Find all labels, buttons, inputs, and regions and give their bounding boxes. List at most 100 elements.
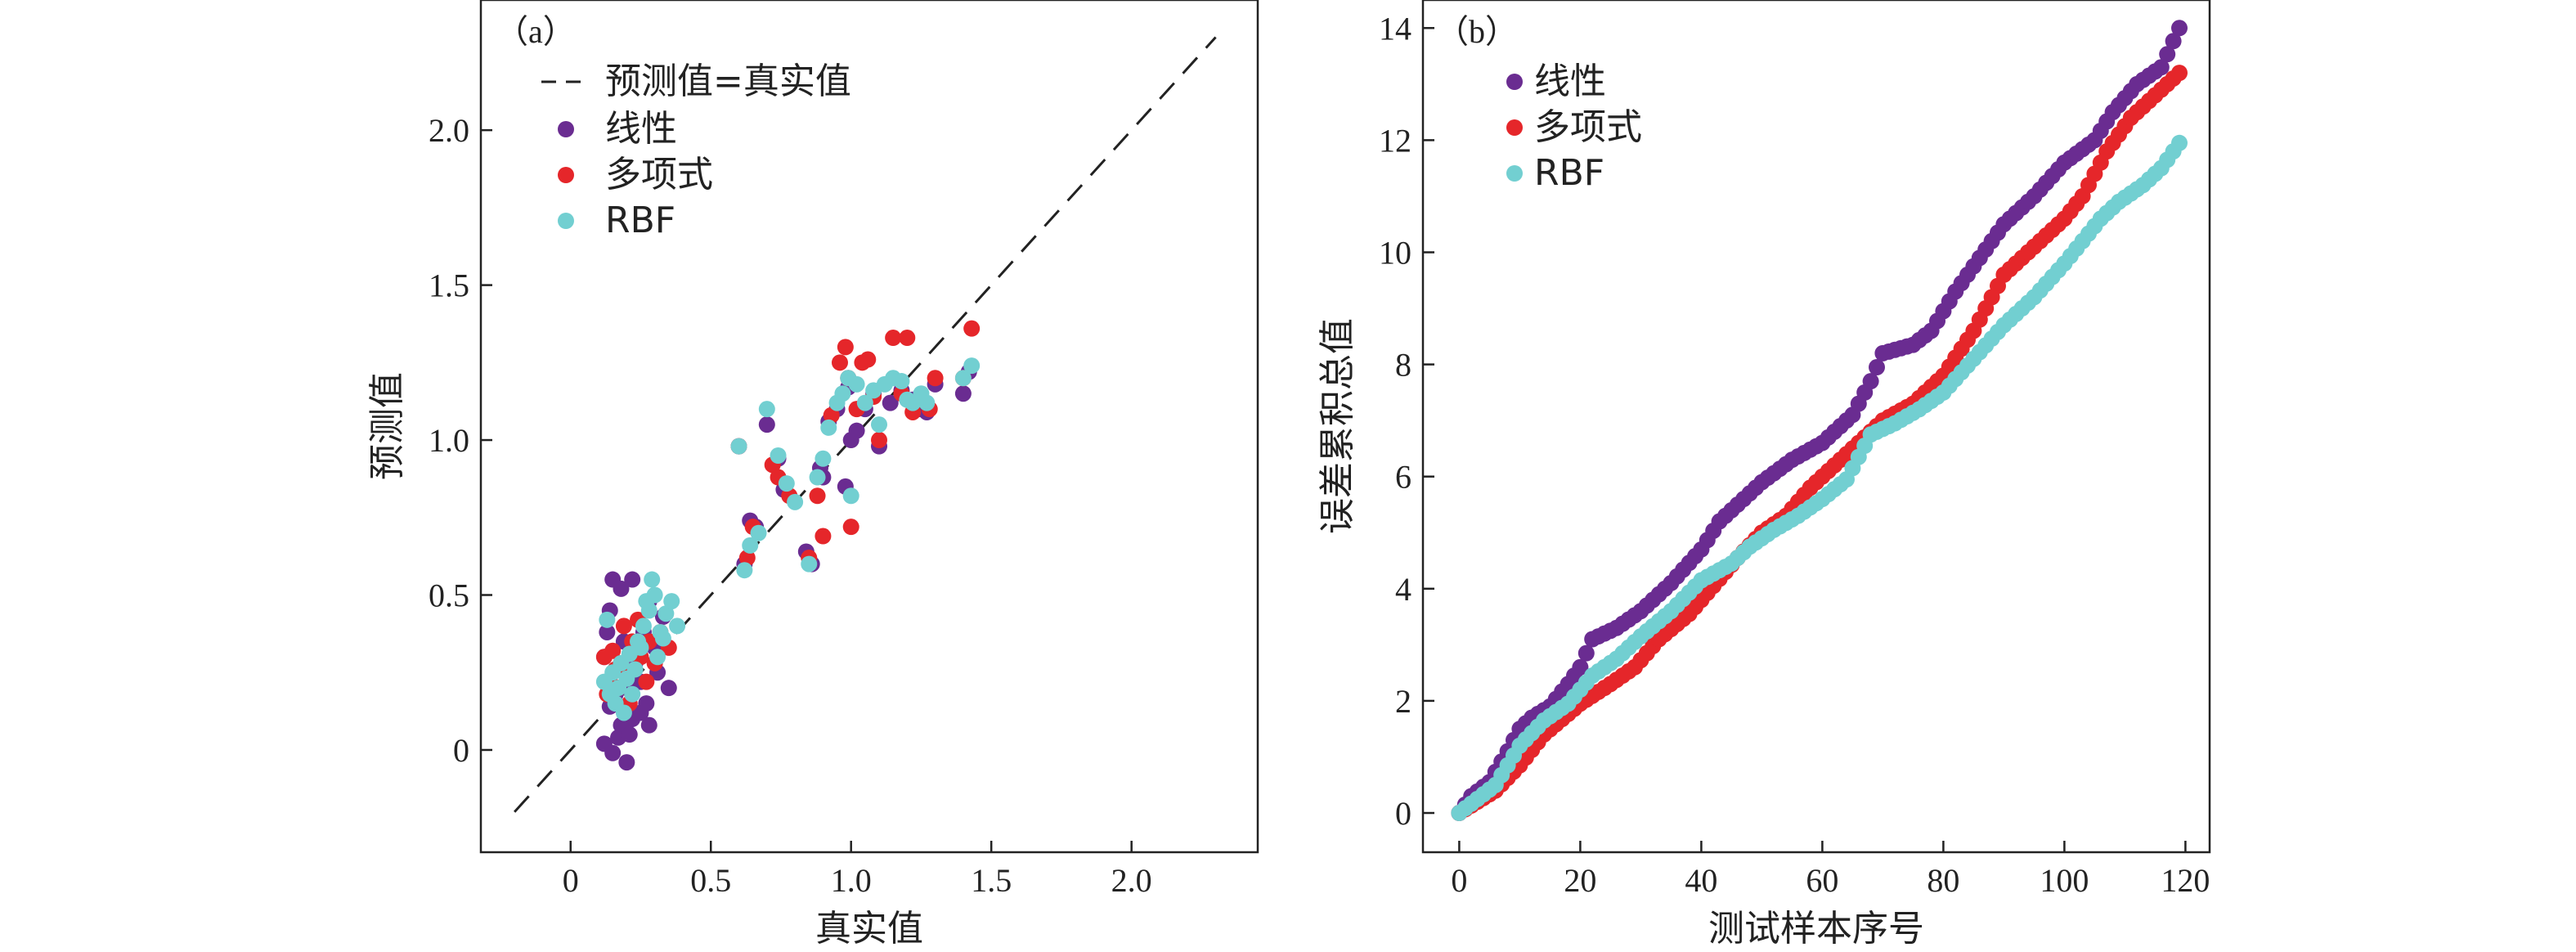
- x-tick-label: 60: [1806, 862, 1838, 899]
- data-point-rbf: [624, 685, 641, 703]
- data-point-linear: [1577, 644, 1595, 662]
- data-point-polynomial: [809, 487, 826, 505]
- data-point-rbf: [848, 375, 865, 393]
- panel-a-ticks: 0 0.5 1.0 1.5 2.0 0 0.5 1.0 1.5 2.0: [429, 112, 1152, 899]
- panel-b-ylabel: 误差累积总值: [1317, 318, 1358, 534]
- data-point-rbf: [2171, 134, 2188, 151]
- legend-linear-label: 线性: [1534, 61, 1606, 102]
- data-point-linear: [2165, 33, 2182, 50]
- panel-a-ylabel: 预测值: [366, 372, 408, 480]
- data-point-polynomial: [871, 432, 888, 449]
- data-point-polynomial: [837, 339, 854, 356]
- y-tick-label: 8: [1395, 347, 1411, 384]
- data-point-linear: [1862, 373, 1879, 390]
- panel-a-frame: [479, 0, 1259, 854]
- data-point-linear: [882, 394, 899, 411]
- data-point-rbf: [834, 385, 851, 402]
- data-point-rbf: [742, 537, 759, 554]
- data-point-rbf: [626, 661, 644, 678]
- data-point-polynomial: [899, 330, 916, 347]
- data-point-polynomial: [885, 330, 902, 347]
- data-point-polynomial: [963, 320, 981, 337]
- data-point-rbf: [730, 438, 747, 455]
- data-point-rbf: [649, 649, 666, 666]
- data-point-linear: [621, 726, 638, 743]
- panel-a-label: （a）: [496, 13, 576, 50]
- data-point-polynomial: [823, 406, 840, 424]
- data-point-rbf: [736, 562, 753, 579]
- x-tick-label: 0: [563, 862, 579, 899]
- data-point-linear: [2159, 46, 2176, 63]
- data-point-rbf: [663, 593, 680, 610]
- x-tick-label: 100: [2040, 862, 2089, 899]
- y-tick-label: 12: [1379, 122, 1411, 159]
- panel-b-legend: 线性 多项式 RBF: [1506, 61, 1642, 194]
- panel-b-scatter: 0 20 40 60 80 100 120 0 2 4 6 8 10 12 14 （b） 线性 多项式 RB…: [1317, 0, 2211, 950]
- data-point-rbf: [615, 704, 632, 721]
- y-tick-label: 2.0: [429, 112, 469, 149]
- data-point-rbf: [809, 469, 826, 486]
- data-point-rbf: [770, 447, 787, 464]
- legend-rbf-marker: [558, 213, 574, 229]
- data-point-linear: [2152, 59, 2170, 76]
- legend-linear-marker: [1506, 74, 1523, 90]
- y-tick-label: 1.5: [429, 267, 469, 304]
- panel-b-xlabel: 测试样本序号: [1708, 908, 1924, 950]
- data-point-linear: [618, 754, 635, 771]
- data-point-rbf: [632, 639, 649, 656]
- panel-a-xlabel: 真实值: [815, 908, 923, 950]
- data-point-rbf: [750, 524, 767, 541]
- data-point-linear: [624, 571, 641, 588]
- data-point-rbf: [893, 373, 910, 390]
- y-tick-label: 1.0: [429, 422, 469, 459]
- data-point-rbf: [635, 617, 652, 635]
- y-tick-label: 14: [1379, 10, 1411, 47]
- panel-a-legend: 预测值=真实值 线性 多项式 RBF: [541, 61, 851, 241]
- y-tick-label: 4: [1395, 571, 1411, 608]
- data-point-polynomial: [2171, 65, 2188, 82]
- legend-rbf-marker: [1506, 165, 1523, 182]
- data-point-linear: [1869, 359, 1885, 376]
- data-point-rbf: [815, 450, 832, 467]
- legend-diagonal-label: 预测值=真实值: [605, 61, 851, 102]
- data-point-linear: [660, 680, 677, 697]
- x-tick-label: 80: [1927, 862, 1959, 899]
- data-point-linear: [604, 744, 622, 761]
- data-point-rbf: [638, 593, 655, 610]
- data-point-polynomial: [604, 642, 622, 659]
- data-point-rbf: [820, 419, 837, 436]
- data-point-rbf: [918, 394, 936, 411]
- data-point-linear: [640, 716, 657, 734]
- y-tick-label: 6: [1395, 459, 1411, 496]
- data-point-rbf: [599, 611, 616, 628]
- data-point-linear: [758, 416, 775, 433]
- x-tick-label: 0: [1451, 862, 1467, 899]
- data-point-rbf: [842, 487, 859, 505]
- y-tick-label: 0: [453, 732, 469, 769]
- y-tick-label: 2: [1395, 683, 1411, 720]
- data-point-polynomial: [831, 354, 848, 371]
- y-tick-label: 0: [1395, 795, 1411, 832]
- data-point-rbf: [758, 401, 775, 418]
- x-tick-label: 2.0: [1111, 862, 1152, 899]
- y-tick-label: 10: [1379, 234, 1411, 271]
- data-point-rbf: [963, 357, 981, 375]
- data-point-polynomial: [815, 528, 832, 545]
- data-point-rbf: [644, 571, 661, 588]
- data-point-rbf: [778, 475, 795, 492]
- data-point-polynomial: [738, 550, 756, 567]
- legend-polynomial-label: 多项式: [1534, 106, 1642, 148]
- data-point-rbf: [654, 630, 671, 647]
- x-tick-label: 120: [2161, 862, 2210, 899]
- x-tick-label: 1.0: [831, 862, 872, 899]
- panel-b-label: （b）: [1436, 13, 1518, 50]
- panel-b-frame: [1421, 0, 2211, 854]
- x-tick-label: 0.5: [690, 862, 731, 899]
- x-tick-label: 40: [1685, 862, 1717, 899]
- data-point-polynomial: [842, 519, 859, 536]
- data-point-linear: [599, 623, 616, 640]
- data-point-linear: [1572, 658, 1589, 676]
- data-point-rbf: [657, 605, 675, 622]
- data-point-linear: [954, 385, 972, 402]
- data-point-rbf: [954, 370, 972, 387]
